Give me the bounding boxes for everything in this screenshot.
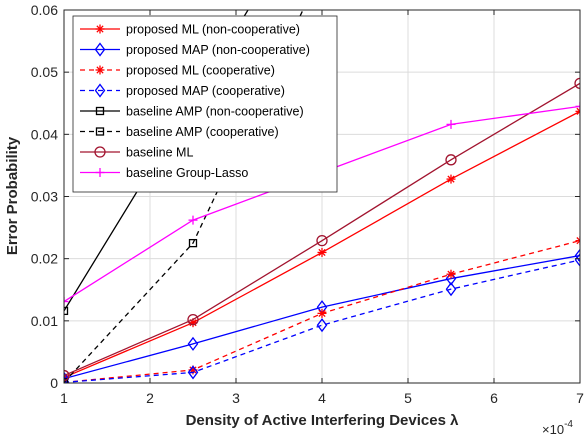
data-point (446, 119, 456, 129)
series-line (64, 254, 580, 380)
legend-item: proposed ML (cooperative) (80, 64, 275, 78)
x-tick-label: 2 (146, 390, 154, 406)
y-tick-label: 0.06 (31, 2, 58, 18)
x-multiplier-base: ×10 (542, 422, 564, 437)
data-point (64, 369, 70, 382)
y-tick-label: 0.03 (31, 189, 58, 205)
data-point (574, 252, 580, 267)
series-line (64, 82, 580, 377)
x-multiplier: ×10-4 (542, 419, 573, 437)
legend-label: proposed ML (non-cooperative) (126, 23, 300, 37)
x-multiplier-exponent: -4 (564, 419, 573, 430)
legend-item: proposed ML (non-cooperative) (80, 23, 300, 37)
data-point (187, 365, 199, 380)
x-tick-label: 1 (60, 390, 68, 406)
data-point (188, 238, 198, 248)
legend-item: baseline AMP (non-cooperative) (80, 105, 304, 119)
legend-item: proposed MAP (non-cooperative) (80, 42, 310, 57)
x-tick-label: 5 (404, 390, 412, 406)
legend-item: baseline ML (80, 146, 193, 160)
data-point (187, 336, 199, 351)
legend-item: baseline AMP (cooperative) (80, 125, 279, 139)
axis-ticks: 1 2 3 4 5 6 7 0 0.01 0.02 0.03 0.04 0.05 0.06 (31, 2, 584, 406)
data-point (575, 106, 580, 116)
x-tick-label: 4 (318, 390, 326, 406)
y-tick-label: 0.02 (31, 251, 58, 267)
x-axis-label: Density of Active Interfering Devices λ (186, 412, 460, 429)
legend-marker (94, 42, 106, 57)
series-layer (64, 10, 580, 383)
legend-label: baseline ML (126, 146, 193, 160)
data-point (574, 77, 580, 90)
legend-item: proposed MAP (cooperative) (80, 83, 285, 98)
y-tick-label: 0.04 (31, 126, 58, 142)
legend-label: baseline Group-Lasso (126, 166, 248, 180)
legend-label: baseline AMP (cooperative) (126, 125, 279, 139)
y-tick-label: 0 (50, 375, 58, 391)
data-point (64, 306, 69, 316)
data-point (316, 318, 328, 333)
data-point (574, 248, 580, 263)
legend-marker (95, 168, 105, 177)
x-tick-label: 7 (576, 390, 584, 406)
legend-label: proposed ML (cooperative) (126, 64, 275, 78)
data-point (446, 174, 456, 184)
data-point (187, 313, 199, 326)
legend-item: baseline Group-Lasso (80, 166, 248, 180)
series-line (64, 259, 580, 383)
data-point (188, 215, 198, 225)
data-point (317, 247, 327, 257)
legend-marker (95, 65, 105, 75)
data-point (316, 234, 328, 247)
y-tick-label: 0.01 (31, 313, 58, 329)
x-tick-label: 3 (232, 390, 240, 406)
data-point (446, 269, 456, 279)
legend-marker (95, 127, 105, 136)
x-tick-label: 6 (490, 390, 498, 406)
data-point (445, 282, 457, 297)
legend-marker (95, 106, 105, 116)
legend-marker (94, 146, 106, 158)
data-point (64, 297, 69, 307)
y-tick-label: 0.05 (31, 64, 58, 80)
legend-marker (95, 24, 105, 34)
series-7 (64, 77, 580, 382)
legend-label: proposed MAP (non-cooperative) (126, 43, 310, 57)
data-point (317, 308, 327, 318)
legend-label: proposed MAP (cooperative) (126, 84, 285, 98)
data-point (445, 154, 457, 166)
data-point (64, 371, 70, 383)
data-point (575, 101, 580, 111)
legend-label: baseline AMP (non-cooperative) (126, 105, 304, 119)
legend: proposed ML (non-cooperative) proposed MA… (72, 15, 338, 193)
legend-box (72, 15, 338, 193)
data-point (575, 236, 580, 246)
data-point (64, 378, 69, 383)
y-axis-label: Error Probability (4, 136, 21, 255)
legend-marker (94, 83, 106, 98)
